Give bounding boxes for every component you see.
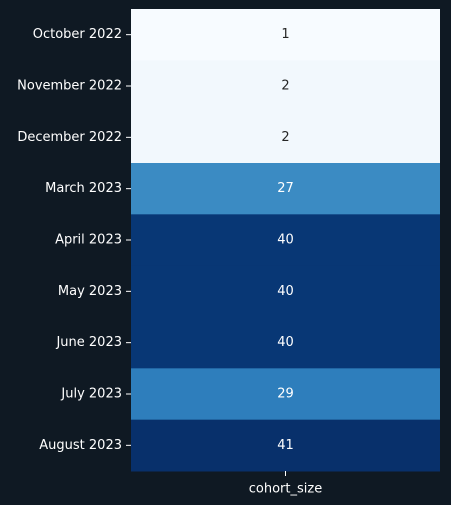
cell-value-label: 27 <box>277 181 294 196</box>
cell-value-label: 2 <box>281 130 289 145</box>
heatmap-cell <box>131 317 440 369</box>
cell-value-label: 1 <box>281 27 289 42</box>
cell-value-label: 40 <box>277 284 294 299</box>
y-axis: October 2022 November 2022 December 2022 Ma… <box>17 27 131 453</box>
heatmap-cells <box>131 9 440 472</box>
cell-value-label: 2 <box>281 79 289 94</box>
heatmap-cell <box>131 60 440 113</box>
cell-value-label: 40 <box>277 335 294 350</box>
y-tick-label: April 2023 <box>55 233 122 248</box>
heatmap-cell <box>131 111 440 164</box>
y-tick-label: May 2023 <box>58 284 122 299</box>
cell-value-label: 41 <box>277 438 294 453</box>
cell-value-label: 40 <box>277 233 294 248</box>
heatmap-cell-labels: 1 2 2 27 40 40 40 29 41 <box>277 27 294 453</box>
y-tick-label: December 2022 <box>17 130 122 145</box>
heatmap-cell <box>131 9 440 61</box>
heatmap-cell <box>131 368 440 421</box>
heatmap-cell <box>131 163 440 215</box>
x-tick-label: cohort_size <box>249 482 322 497</box>
heatmap-cell <box>131 265 440 318</box>
y-tick-label: March 2023 <box>45 181 122 196</box>
y-tick-label: November 2022 <box>17 79 122 94</box>
y-tick-label: June 2023 <box>55 335 122 350</box>
heatmap-cell <box>131 419 440 472</box>
cell-value-label: 29 <box>277 387 294 402</box>
y-tick-label: July 2023 <box>60 387 122 402</box>
y-tick-label: August 2023 <box>39 438 122 453</box>
y-tick-label: October 2022 <box>33 27 122 42</box>
heatmap-cell <box>131 214 440 267</box>
x-axis: cohort_size <box>249 471 322 497</box>
